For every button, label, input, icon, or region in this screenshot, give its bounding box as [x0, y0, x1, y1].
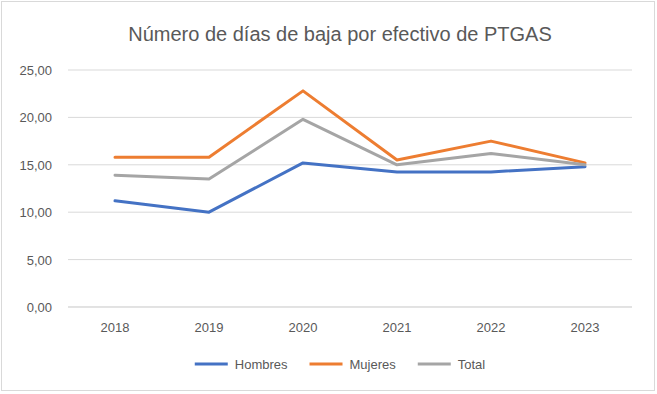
- plot-area: [115, 91, 585, 212]
- x-tick-label: 2023: [571, 320, 600, 335]
- series-line: [115, 119, 585, 179]
- legend-swatch: [310, 363, 343, 366]
- legend-swatch: [195, 363, 228, 366]
- x-tick-label: 2019: [195, 320, 224, 335]
- legend-label: Hombres: [235, 357, 288, 372]
- y-tick-label: 20,00: [19, 110, 52, 125]
- legend-label: Total: [458, 357, 486, 372]
- grid-line: [68, 70, 632, 71]
- x-tick-label: 2018: [101, 320, 130, 335]
- chart: Número de días de baja por efectivo de P…: [0, 0, 657, 394]
- x-axis-line: [68, 307, 632, 308]
- grid-line: [68, 164, 632, 165]
- y-tick-label: 25,00: [19, 63, 52, 78]
- chart-frame: [2, 2, 655, 391]
- legend-label: Mujeres: [350, 357, 397, 372]
- legend-swatch: [418, 363, 451, 366]
- series-line: [115, 91, 585, 163]
- grid-line: [68, 307, 632, 308]
- y-tick-label: 10,00: [19, 205, 52, 220]
- legend: Hombres Mujeres Total: [195, 357, 486, 372]
- grid-line: [68, 117, 632, 118]
- y-tick-label: 15,00: [19, 158, 52, 173]
- x-tick-label: 2020: [289, 320, 318, 335]
- x-tick-label: 2021: [383, 320, 412, 335]
- y-tick-label: 5,00: [27, 253, 52, 268]
- series-line: [115, 163, 585, 212]
- x-tick-label: 2022: [477, 320, 506, 335]
- grid-line: [68, 212, 632, 213]
- title: Número de días de baja por efectivo de P…: [128, 23, 552, 45]
- y-tick-label: 0,00: [27, 300, 52, 315]
- grid-line: [68, 259, 632, 260]
